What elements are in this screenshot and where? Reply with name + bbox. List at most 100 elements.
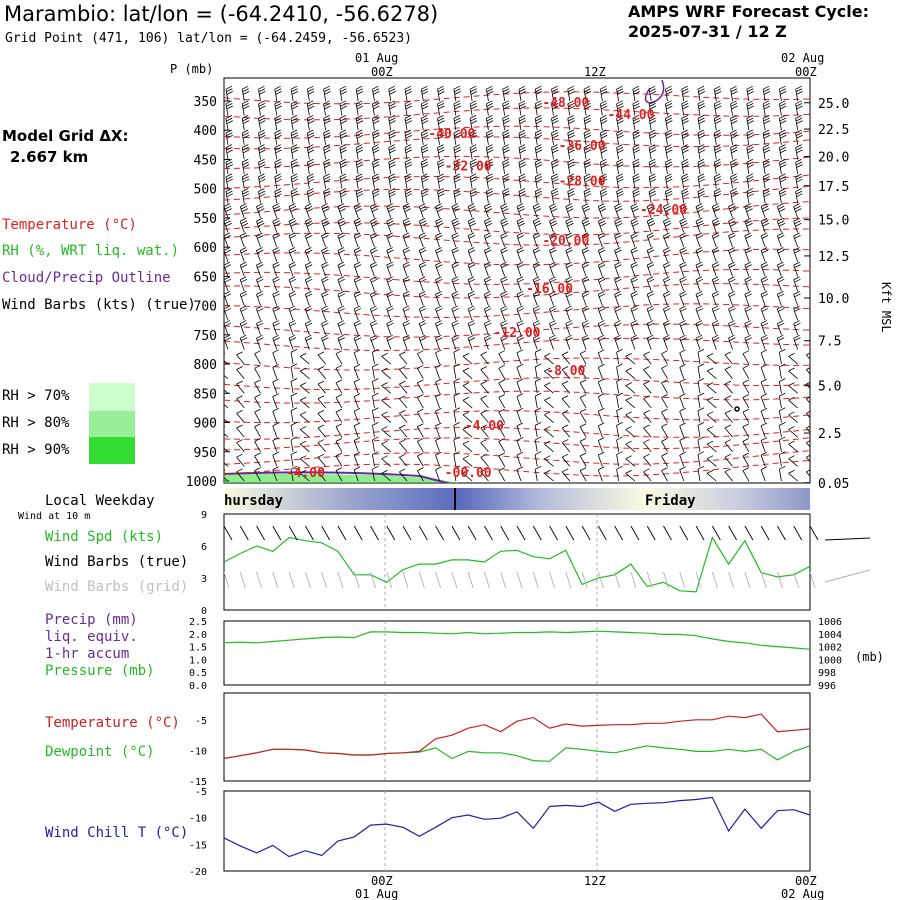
wind-barb-flag (643, 395, 650, 400)
wind-barb-flag (714, 115, 721, 119)
wind-barb-flag (697, 115, 705, 119)
wind-barb (353, 323, 359, 335)
wind-barb-flag (370, 217, 377, 222)
wind-barb-flag (236, 395, 243, 400)
wind-barb-flag (788, 469, 795, 474)
wind-barb (793, 250, 799, 262)
wind-barb-flag (584, 178, 592, 183)
wind-barb-flag (647, 205, 655, 210)
wind-barb-flag (236, 366, 243, 370)
wind-barb (353, 352, 359, 365)
wind-barb-flag (389, 105, 396, 110)
wind-barb (625, 443, 636, 453)
wind-barb (258, 118, 261, 131)
wind-barb-flag (663, 247, 670, 251)
wind-barb-flag (583, 208, 590, 212)
rh-label-90: RH > 90% (2, 442, 70, 458)
wind-barb-flag (788, 455, 795, 460)
pressure-axis-tick: 1004 (818, 630, 842, 641)
wind-barb (551, 132, 554, 145)
wind-barb-flag (779, 103, 786, 107)
wind-barb-flag (796, 193, 803, 198)
wind-barb-flag (487, 164, 494, 168)
surface-wind-barb-grid (630, 571, 637, 589)
wind-barb-flag (665, 85, 672, 90)
wind-barb-flag (224, 261, 231, 266)
wind-barb (616, 191, 620, 204)
wind-barb-flag (665, 117, 673, 122)
wind-barb (812, 89, 814, 101)
surface-wind-barb-grid (549, 571, 555, 589)
wind-barb (372, 147, 375, 160)
wind-barb (711, 279, 717, 292)
wind-barb-flag (664, 293, 671, 298)
wind-barb (381, 356, 392, 365)
wind-barb-flag (225, 222, 232, 227)
wind-barb (236, 398, 245, 409)
wind-barb (304, 221, 310, 233)
wind-barb-flag (503, 134, 510, 139)
wind-barb (272, 323, 278, 335)
wind-barb-flag (698, 88, 705, 93)
wind-barb-flag (795, 115, 802, 119)
wind-barb-flag (501, 220, 508, 225)
wind-barb-flag (679, 334, 686, 339)
wind-barb-flag (240, 278, 248, 283)
wind-barb-flag (535, 421, 542, 426)
wind-barb-flag (544, 367, 551, 372)
wind-barb (372, 454, 375, 467)
wind-barb-flag (544, 440, 551, 445)
wind-barb-flag (581, 320, 589, 324)
wind-barb-flag (643, 453, 650, 458)
wind-barb (795, 162, 799, 175)
wind-barb (565, 323, 571, 335)
wind-barb (290, 162, 294, 175)
wind-barb-flag (462, 382, 470, 386)
wind-barb-flag (453, 208, 460, 212)
wind-barb-flag (745, 235, 752, 239)
wind-barb-flag (535, 193, 543, 198)
pressure-tick-label: 500 (194, 183, 217, 198)
wind-barb-flag (402, 261, 410, 266)
wind-barb-flag (388, 208, 395, 212)
wind-barb-flag (747, 103, 754, 107)
surface-wind-barb-grid (744, 571, 751, 589)
wind-barb-flag (338, 337, 345, 342)
surface-wind-barb (516, 525, 526, 541)
wind-barb-flag (306, 322, 313, 327)
wind-barb-flag (779, 378, 786, 382)
wind-barb (697, 103, 701, 116)
wind-barb-flag (291, 161, 298, 166)
wind-barb-flag (742, 408, 750, 413)
wind-barb-flag (696, 293, 704, 298)
wind-barb-flag (714, 105, 722, 110)
wind-barb-flag (779, 363, 786, 368)
wind-barb-flag (681, 88, 689, 93)
wind-barb-flag (549, 305, 556, 310)
wind-barb-flag (485, 235, 492, 239)
wind-barb-flag (728, 217, 735, 222)
wind-barb-flag (405, 105, 413, 110)
wind-barb-flag (616, 436, 623, 441)
wind-barb (776, 235, 782, 248)
pressure-tick-labels: 3504004505005506006507007508008509009501… (186, 95, 230, 490)
wind-barb-flag (403, 220, 411, 225)
wind-barb (372, 118, 375, 131)
wind-barb-flag (648, 188, 656, 192)
wind-barb-flag (561, 380, 569, 385)
wind-barb (809, 206, 810, 209)
wind-barb (256, 338, 261, 350)
wind-barb-flag (809, 323, 810, 324)
wind-barb-flag (307, 176, 314, 180)
wind-barb (805, 413, 810, 419)
wind-barb (299, 443, 310, 453)
wind-barb-flag (438, 91, 445, 95)
wind-barb-flag (469, 129, 477, 134)
wind-barb-flag (323, 115, 330, 119)
wind-barb (224, 264, 229, 277)
wind-barb-flag (435, 364, 442, 368)
wind-barb-flag (308, 120, 315, 124)
wind-barb (420, 89, 424, 102)
wind-barb-flag (763, 132, 770, 136)
wind-barb-flag (388, 129, 395, 134)
